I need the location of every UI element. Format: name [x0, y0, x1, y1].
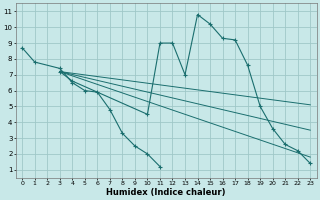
X-axis label: Humidex (Indice chaleur): Humidex (Indice chaleur)	[107, 188, 226, 197]
